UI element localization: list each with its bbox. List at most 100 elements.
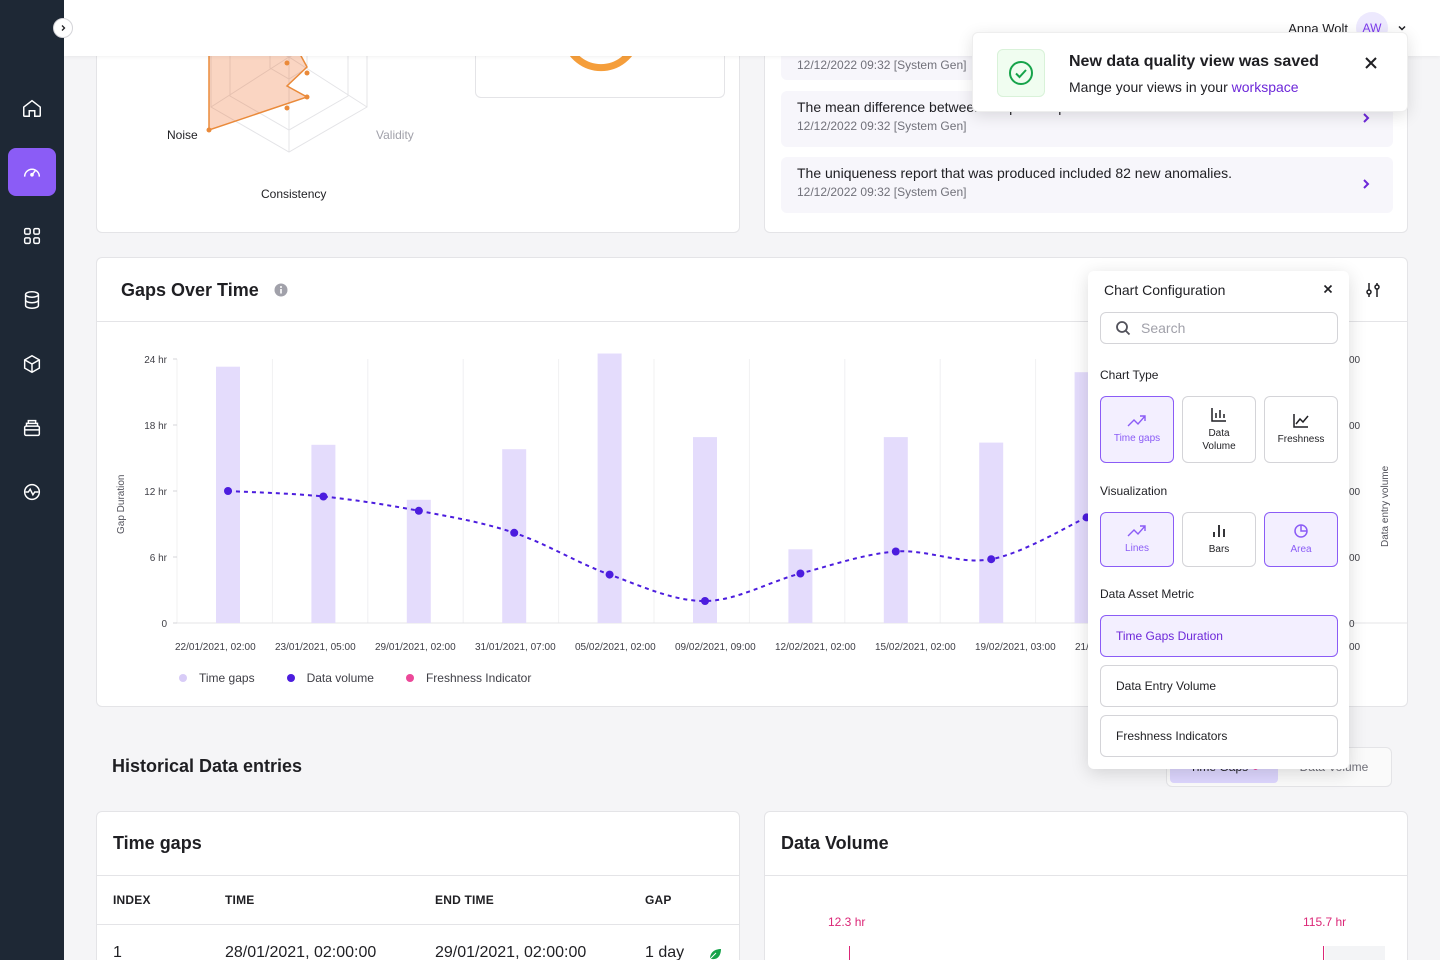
toast-message-text: Mange your views in your bbox=[1069, 79, 1228, 95]
x-tick-label: 23/01/2021, 05:00 bbox=[275, 642, 356, 653]
legend-item-freshness[interactable]: Freshness Indicator bbox=[405, 671, 532, 685]
data-volume-line bbox=[227, 490, 1088, 603]
close-icon[interactable] bbox=[1321, 282, 1335, 296]
x-tick-label: 19/02/2021, 03:00 bbox=[975, 642, 1056, 653]
cell-time: 28/01/2021, 02:00:00 bbox=[225, 944, 377, 960]
insight-text: The uniqueness report that was produced … bbox=[797, 165, 1233, 181]
info-icon[interactable] bbox=[273, 282, 289, 298]
column-header[interactable]: END TIME bbox=[435, 893, 494, 907]
data-volume-point[interactable] bbox=[891, 547, 900, 556]
column-header[interactable]: GAP bbox=[645, 893, 672, 907]
tile-label: Lines bbox=[1125, 543, 1149, 554]
data-volume-point[interactable] bbox=[224, 487, 232, 495]
time-gap-bar[interactable] bbox=[883, 437, 908, 623]
tile-label: Data Volume bbox=[1202, 427, 1236, 452]
visualization-lines[interactable]: Lines bbox=[1100, 512, 1174, 567]
data-volume-point[interactable] bbox=[414, 506, 423, 515]
y2-tick-label: 00 bbox=[1349, 421, 1361, 432]
time-gap-bar[interactable] bbox=[311, 444, 336, 623]
chevron-right-icon bbox=[61, 25, 66, 31]
chevron-right-icon[interactable] bbox=[1359, 111, 1373, 125]
x-tick-label: 09/02/2021, 09:00 bbox=[675, 642, 756, 653]
data-volume-point[interactable] bbox=[701, 597, 709, 605]
sidebar-item-storage[interactable] bbox=[8, 404, 56, 452]
bar-chart-icon bbox=[1211, 407, 1226, 422]
data-volume-bar-stub bbox=[1325, 946, 1385, 960]
data-volume-point[interactable] bbox=[510, 528, 519, 537]
legend-label: Time gaps bbox=[199, 671, 255, 685]
tile-label: Bars bbox=[1208, 544, 1230, 555]
visualization-area[interactable]: Area bbox=[1264, 512, 1338, 567]
tile-label: Area bbox=[1290, 544, 1312, 555]
legend-label: Data volume bbox=[306, 671, 374, 685]
column-header[interactable]: INDEX bbox=[113, 893, 151, 907]
y-tick-label: 24 hr bbox=[144, 355, 167, 366]
column-header[interactable]: TIME bbox=[225, 893, 255, 907]
search-input[interactable] bbox=[1141, 320, 1321, 336]
data-volume-point[interactable] bbox=[319, 492, 328, 501]
sidebar-item-home[interactable] bbox=[8, 84, 56, 132]
sidebar-toggle-button[interactable] bbox=[53, 18, 73, 38]
time-gap-bar[interactable] bbox=[693, 437, 717, 623]
metric-freshness-indicators[interactable]: Freshness Indicators bbox=[1100, 715, 1338, 757]
tile-label: Freshness bbox=[1277, 434, 1325, 445]
sidebar-item-data[interactable] bbox=[8, 276, 56, 324]
grid-icon bbox=[23, 227, 41, 245]
cell-gap: 1 day bbox=[645, 944, 685, 960]
time-gap-bar[interactable] bbox=[979, 442, 1004, 623]
x-tick-label: 05/02/2021, 02:00 bbox=[575, 642, 656, 653]
sliders-icon[interactable] bbox=[1363, 280, 1383, 300]
sidebar-item-apps[interactable] bbox=[8, 212, 56, 260]
time-gap-bar[interactable] bbox=[597, 353, 622, 624]
data-volume-label: 12.3 hr bbox=[828, 915, 866, 929]
sidebar-item-assets[interactable] bbox=[8, 340, 56, 388]
workspace-link[interactable]: workspace bbox=[1231, 79, 1299, 95]
metric-time-gaps-duration[interactable]: Time Gaps Duration bbox=[1100, 615, 1338, 657]
chart-type-data-volume[interactable]: Data Volume bbox=[1182, 396, 1256, 463]
toast-icon-box bbox=[997, 49, 1045, 97]
user-name: Anna Wolt bbox=[1288, 20, 1348, 36]
x-tick-label: 31/01/2021, 07:00 bbox=[475, 642, 556, 653]
leaf-icon bbox=[709, 949, 721, 960]
y-tick-label: 6 hr bbox=[150, 553, 168, 564]
data-volume-card: Data Volume 12.3 hr 115.7 hr bbox=[764, 811, 1408, 960]
chart-configuration-panel: Chart Configuration Chart Type Time gaps… bbox=[1088, 271, 1349, 769]
x-tick-label: 21/ bbox=[1075, 642, 1089, 653]
gaps-title: Gaps Over Time bbox=[121, 280, 259, 300]
legend-item-data-volume[interactable]: Data volume bbox=[286, 671, 374, 685]
config-search[interactable] bbox=[1100, 312, 1338, 344]
time-gaps-title: Time gaps bbox=[113, 833, 202, 853]
trending-up-icon bbox=[1127, 525, 1146, 537]
metric-data-entry-volume[interactable]: Data Entry Volume bbox=[1100, 665, 1338, 707]
y-tick-label: 18 hr bbox=[144, 421, 167, 432]
inbox-stack-icon bbox=[23, 419, 41, 437]
radar-label-noise: Noise bbox=[167, 128, 198, 142]
bars-icon bbox=[1213, 525, 1225, 537]
chart-type-label: Chart Type bbox=[1100, 368, 1159, 382]
chart-type-freshness[interactable]: Freshness bbox=[1264, 396, 1338, 463]
x-tick-label: 22/01/2021, 02:00 bbox=[175, 642, 256, 653]
insights-card: 12/12/2022 09:32 [System Gen] The mean d… bbox=[764, 40, 1408, 233]
sidebar-item-monitor[interactable] bbox=[8, 468, 56, 516]
data-volume-point[interactable] bbox=[796, 569, 805, 578]
insight-item[interactable]: The uniqueness report that was produced … bbox=[781, 157, 1393, 213]
cell-index: 1 bbox=[113, 944, 122, 960]
y2-tick-label: 00 bbox=[1349, 553, 1361, 564]
sidebar-item-dashboard[interactable] bbox=[8, 148, 56, 196]
toast-message: Mange your views in your workspace bbox=[1069, 79, 1299, 95]
data-volume-point[interactable] bbox=[605, 570, 614, 579]
time-gap-bar[interactable] bbox=[406, 499, 431, 623]
legend-label: Freshness Indicator bbox=[425, 671, 532, 685]
close-icon[interactable] bbox=[1363, 55, 1379, 71]
chevron-right-icon[interactable] bbox=[1359, 177, 1373, 191]
visualization-bars[interactable]: Bars bbox=[1182, 512, 1256, 567]
config-title: Chart Configuration bbox=[1104, 282, 1226, 298]
time-gap-bar[interactable] bbox=[788, 549, 813, 623]
y-tick-label: 12 hr bbox=[144, 487, 167, 498]
search-icon bbox=[1116, 321, 1131, 336]
y2-tick-label: 00 bbox=[1349, 487, 1361, 498]
legend-item-time-gaps[interactable]: Time gaps bbox=[179, 671, 255, 685]
y2-tick-label: 00 bbox=[1349, 642, 1361, 653]
data-volume-point[interactable] bbox=[987, 555, 996, 564]
chart-type-time-gaps[interactable]: Time gaps bbox=[1100, 396, 1174, 463]
